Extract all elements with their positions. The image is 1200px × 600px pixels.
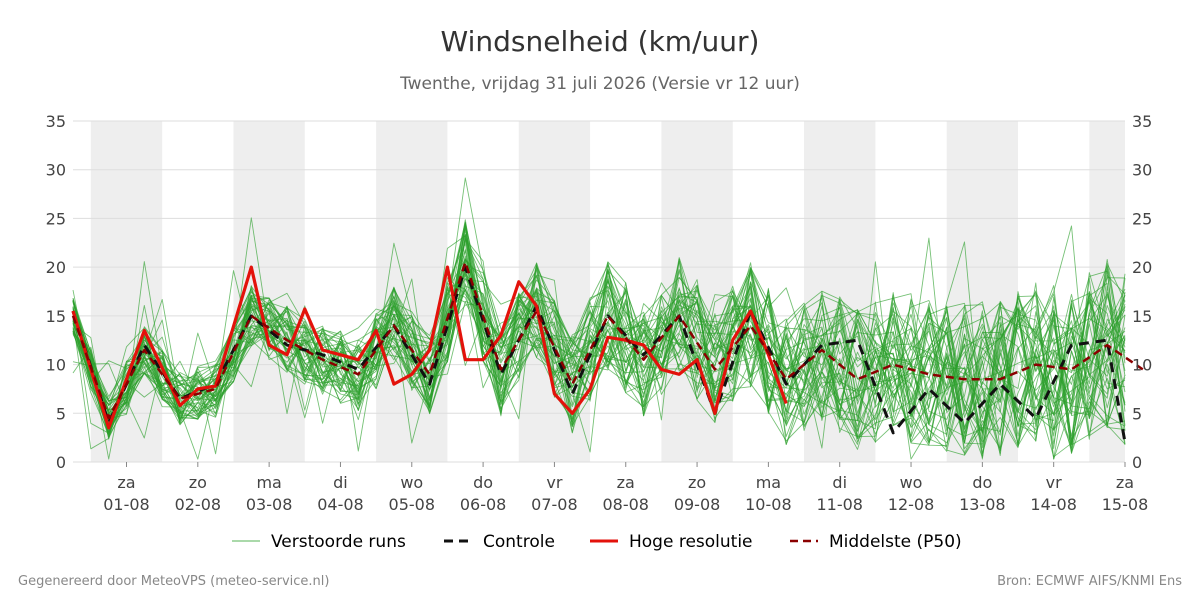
legend-item-perturbed: Verstoorde runs (232, 532, 406, 552)
ensemble-run-line (72, 250, 1126, 449)
legend-label-control: Controle (483, 532, 555, 552)
ensemble-run-line (72, 265, 1126, 455)
x-tick-day: wo (400, 473, 423, 492)
y-tick-label-right: 0 (1132, 453, 1142, 472)
x-tick-date: 12-08 (888, 495, 935, 514)
y-tick-label-right: 20 (1132, 258, 1152, 277)
y-tick-label-left: 15 (46, 307, 66, 326)
y-tick-label-right: 15 (1132, 307, 1152, 326)
ensemble-run-line (72, 258, 1126, 453)
x-tick-day: za (117, 473, 135, 492)
y-tick-label-right: 5 (1132, 404, 1142, 423)
legend-item-hires: Hoge resolutie (590, 532, 753, 552)
x-tick-date: 03-08 (246, 495, 293, 514)
ensemble-run-line (72, 238, 1126, 434)
x-tick-day: di (333, 473, 348, 492)
ensemble-run-line (72, 262, 1126, 460)
hires-line (71, 265, 788, 430)
x-tick-day: ma (256, 473, 281, 492)
x-tick-date: 05-08 (389, 495, 436, 514)
control-line (71, 265, 1127, 443)
ensemble-run-line (72, 283, 1126, 456)
y-tick-label-left: 30 (46, 161, 66, 180)
y-tick-label-left: 5 (56, 404, 66, 423)
ensemble-run-line (72, 258, 1126, 438)
x-tick-day: vr (546, 473, 562, 492)
y-tick-label-left: 10 (46, 356, 66, 375)
day-band (518, 121, 591, 462)
ensemble-run-line (72, 277, 1126, 460)
day-band (376, 121, 448, 462)
ensemble-run-line (72, 225, 1126, 460)
x-tick-date: 14-08 (1030, 495, 1077, 514)
x-tick-date: 01-08 (103, 495, 150, 514)
legend-label-median: Middelste (P50) (829, 532, 962, 552)
ensemble-run-line (72, 261, 1126, 460)
legend: Verstoorde runs Controle Hoge resolutie … (232, 532, 962, 552)
y-tick-label-right: 35 (1132, 112, 1152, 131)
x-tick-date: 07-08 (531, 495, 578, 514)
ensemble-run-line (72, 272, 1126, 460)
x-tick-date: 04-08 (317, 495, 364, 514)
x-axis: za 01-08 zo 02-08 ma 03-08 di 04-08 wo 05-08 do 06-… (103, 462, 1148, 514)
ensemble-run-line (72, 229, 1126, 451)
y-tick-label-right: 25 (1132, 209, 1152, 228)
x-tick-date: 09-08 (674, 495, 721, 514)
chart-subtitle: Twenthe, vrijdag 31 juli 2026 (Versie vr… (399, 74, 800, 94)
y-tick-label-left: 0 (56, 453, 66, 472)
x-tick-day: do (473, 473, 493, 492)
x-tick-date: 11-08 (816, 495, 863, 514)
x-tick-date: 02-08 (175, 495, 222, 514)
y-tick-label-left: 25 (46, 209, 66, 228)
x-tick-date: 13-08 (959, 495, 1006, 514)
footer-source: Bron: ECMWF AIFS/KNMI Ens (997, 574, 1182, 589)
legend-label-perturbed: Verstoorde runs (271, 532, 406, 552)
x-tick-date: 15-08 (1102, 495, 1149, 514)
x-tick-day: za (1116, 473, 1134, 492)
median-line (71, 261, 1144, 420)
x-tick-day: di (832, 473, 847, 492)
y-tick-label-right: 30 (1132, 161, 1152, 180)
y-tick-label-right: 10 (1132, 356, 1152, 375)
y-axis-right: 0 5 10 15 20 25 30 35 (1132, 112, 1152, 472)
legend-item-median: Middelste (P50) (790, 532, 962, 552)
x-tick-day: zo (688, 473, 706, 492)
footer-credit: Gegenereerd door MeteoVPS (meteo-service… (18, 574, 329, 589)
chart-title: Windsnelheid (km/uur) (441, 25, 760, 58)
ensemble-run-line (72, 238, 1126, 446)
ensemble-run-line (72, 223, 1126, 439)
x-tick-date: 10-08 (745, 495, 792, 514)
y-tick-label-left: 35 (46, 112, 66, 131)
x-tick-day: do (972, 473, 992, 492)
y-tick-label-left: 20 (46, 258, 66, 277)
x-tick-date: 06-08 (460, 495, 507, 514)
x-tick-date: 08-08 (602, 495, 649, 514)
main-series (71, 261, 1144, 443)
legend-item-control: Controle (444, 532, 555, 552)
x-tick-day: za (617, 473, 635, 492)
x-tick-day: vr (1046, 473, 1062, 492)
x-tick-day: ma (756, 473, 781, 492)
legend-label-hires: Hoge resolutie (629, 532, 753, 552)
x-tick-day: wo (900, 473, 923, 492)
y-axis-left: 0 5 10 15 20 25 30 35 (46, 112, 66, 472)
x-tick-day: zo (189, 473, 207, 492)
